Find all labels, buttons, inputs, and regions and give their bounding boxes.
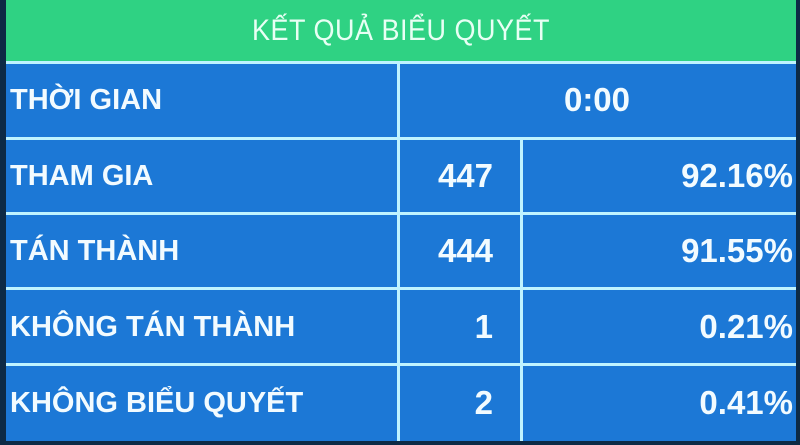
row-label: KHÔNG BIỂU QUYẾT	[10, 386, 304, 419]
time-label: THỜI GIAN	[10, 83, 163, 116]
time-value: 0:00	[563, 81, 631, 118]
divider	[397, 61, 400, 441]
count-text: 1	[474, 308, 493, 345]
divider	[6, 212, 796, 215]
row-count: 2	[398, 366, 519, 440]
count-text: 2	[474, 384, 493, 421]
results-header: KẾT QUẢ BIỂU QUYẾT	[6, 0, 796, 61]
count-text: 447	[437, 157, 493, 194]
count-text: 444	[437, 232, 493, 269]
results-table: THỜI GIAN 0:00 THAM GIA 447 92.16% TÁN T…	[6, 61, 796, 441]
divider	[6, 137, 796, 140]
divider	[6, 287, 796, 290]
divider	[6, 363, 796, 366]
divider	[520, 137, 523, 441]
divider	[6, 61, 796, 64]
row-percent: 92.16%	[681, 157, 793, 194]
row-count: 447	[398, 139, 519, 213]
row-percent: 0.21%	[699, 308, 793, 345]
row-label: KHÔNG TÁN THÀNH	[10, 310, 296, 343]
row-percent: 0.41%	[699, 384, 793, 421]
row-count: 1	[398, 290, 519, 364]
results-title: KẾT QUẢ BIỂU QUYẾT	[251, 13, 551, 47]
row-count: 444	[398, 214, 519, 288]
row-percent: 91.55%	[681, 232, 793, 269]
row-label: TÁN THÀNH	[10, 234, 180, 267]
row-label: THAM GIA	[10, 159, 154, 192]
